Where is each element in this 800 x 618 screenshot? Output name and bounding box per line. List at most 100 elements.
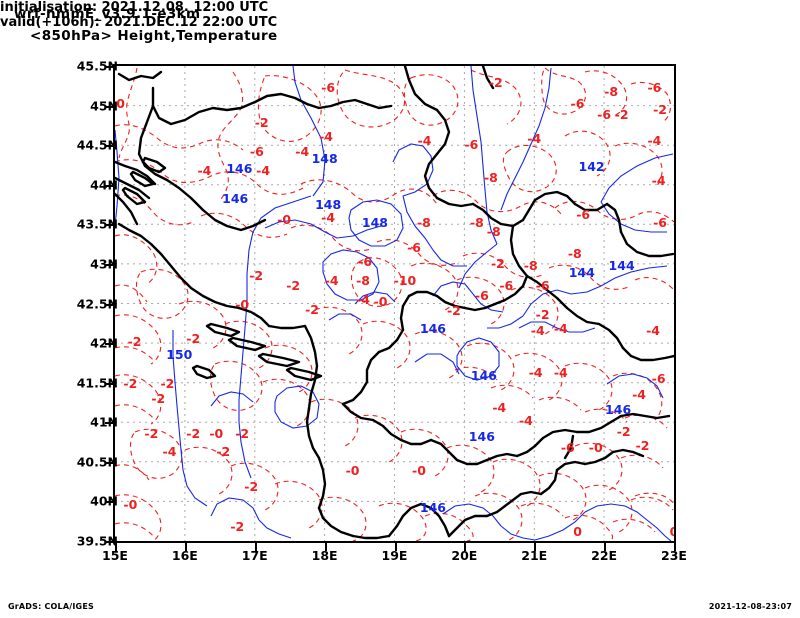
height-contour-label: 146 xyxy=(470,368,497,384)
height-contour-label: 146 xyxy=(419,499,446,515)
temperature-contour-label: -2 xyxy=(535,307,550,323)
height-contour-label: 142 xyxy=(578,159,605,175)
temperature-contour-label: -4 xyxy=(651,172,666,188)
y-axis-tick-label: 45.5N xyxy=(76,58,118,74)
temperature-contour-label: -2 xyxy=(144,425,159,441)
x-axis-tick-label: 22E xyxy=(591,548,618,563)
x-axis-tick-label: 23E xyxy=(661,548,687,563)
temperature-contour-label: -8 xyxy=(416,214,431,230)
x-axis-tick-label: 15E xyxy=(102,548,128,563)
temperature-contour-label: -6 xyxy=(535,277,550,293)
map-canvas: 0 -2 -6 -2 -8 -6 -6 -2 -2 -6 -4 -4 -4 -4 -4 -4 -6 -4 -4 -8-… xyxy=(115,66,674,541)
temperature-contour-label: -4 xyxy=(527,130,542,146)
temperature-contour-label: -4 xyxy=(324,273,339,289)
x-axis-tick-label: 21E xyxy=(521,548,548,563)
y-axis-tick-mark xyxy=(105,382,113,385)
temperature-contour-label: -4 xyxy=(356,291,370,307)
temperature-contour-label: -2 xyxy=(244,478,259,494)
temperature-contour-label: -8 xyxy=(486,224,501,239)
temperature-contour-label: -6 xyxy=(597,106,612,122)
temperature-contour-label: -4 xyxy=(647,132,662,148)
temperature-contour-label: -6 xyxy=(464,136,479,152)
y-axis-tick-label: 42.5N xyxy=(76,296,118,311)
height-contour-label: 150 xyxy=(166,346,193,362)
height-contour-label: 146 xyxy=(226,160,253,176)
temperature-contour-label: -2 xyxy=(305,301,319,317)
temperature-contour-label: -2 xyxy=(186,330,201,346)
temperature-contour-label: -6 xyxy=(560,439,575,455)
grads-credit-label: GrADS: COLA/IGES xyxy=(8,602,94,611)
temperature-contour-label: -4 xyxy=(528,364,543,380)
temperature-contour-label: -2 xyxy=(488,75,503,91)
height-contours xyxy=(115,66,674,541)
x-axis-tick-label: 17E xyxy=(241,548,268,563)
temperature-contour-label: -0 xyxy=(373,293,388,309)
temperature-contour-label: -4 xyxy=(417,132,432,148)
temperature-contour-label: -2 xyxy=(249,267,264,283)
y-axis-tick-label: 40.5N xyxy=(76,454,118,470)
height-contour-label: 146 xyxy=(468,428,495,444)
temperature-contour-label: -2 xyxy=(286,277,301,293)
y-axis-tick-mark xyxy=(105,461,113,464)
height-contour-label: 146 xyxy=(222,190,249,206)
temperature-contour-label: -2 xyxy=(254,114,269,130)
y-axis-tick-mark xyxy=(105,105,113,108)
temperature-contour-label: -2 xyxy=(151,390,166,406)
temperature-contour-label: -6 xyxy=(407,239,422,255)
x-axis-tick-label: 16E xyxy=(171,548,198,563)
coastline-borders xyxy=(115,66,674,540)
temperature-contour-label: -6 xyxy=(647,79,662,95)
x-axis-tick-label: 19E xyxy=(381,548,408,563)
height-contour-label: 148 xyxy=(311,151,338,167)
temperature-contour-label: -0 xyxy=(209,425,224,441)
temperature-contour-label: -2 xyxy=(216,444,231,460)
temperature-contour-label: 0 xyxy=(573,523,582,539)
x-axis-tick-mark xyxy=(464,543,467,551)
gridlines xyxy=(115,66,674,541)
x-axis-tick-mark xyxy=(394,543,397,551)
temperature-contour-label: -6 xyxy=(249,143,264,159)
height-contour-label: 146 xyxy=(605,402,632,418)
temperature-contour-label: -0 xyxy=(345,463,360,479)
height-contour-label: 148 xyxy=(315,196,342,212)
temperature-contour-label: -2 xyxy=(616,423,631,439)
initialisation-time-label: initialisation: 2021.12.08. 12:00 UTC xyxy=(0,0,269,15)
x-axis-tick-label: 20E xyxy=(451,548,478,563)
temperature-contour-label: -4 xyxy=(295,143,310,159)
x-axis-tick-mark xyxy=(184,543,187,551)
temperature-contour-label: -4 xyxy=(162,444,177,460)
temperature-contour-label: -0 xyxy=(123,497,138,513)
x-axis-tick-mark xyxy=(115,543,117,551)
y-axis-tick-mark xyxy=(105,303,113,306)
y-axis-tick-label: 44.5N xyxy=(76,137,118,153)
temperature-contour-label: -10 xyxy=(393,273,417,289)
temperature-contour-label: -0 xyxy=(588,439,603,455)
y-axis-tick-mark xyxy=(105,66,113,68)
temperature-contour-label: -4 xyxy=(646,322,660,338)
temperature-contour-label: -4 xyxy=(319,129,333,144)
temperature-contour-label: -2 xyxy=(653,101,667,117)
temperature-contour-label: -2 xyxy=(446,303,461,319)
temperature-contour-label: -6 xyxy=(358,254,373,270)
temperature-contour-label: -2 xyxy=(614,106,629,122)
temperature-contour-label: -6 xyxy=(499,277,514,293)
temperature-contour-label: -0 xyxy=(235,296,250,312)
temperature-contour-label: -6 xyxy=(651,370,666,386)
height-contour-label: 148 xyxy=(361,214,388,230)
temperature-contour-label: 0 xyxy=(670,525,674,538)
y-axis-tick-label: 41.5N xyxy=(76,375,118,391)
y-axis-tick-label: 41N xyxy=(90,414,118,430)
level-fields-label: <850hPa> Height,Temperature xyxy=(30,28,278,44)
y-axis-tick-mark xyxy=(105,184,113,187)
temperature-contours xyxy=(115,67,674,541)
temperature-contour-label: -8 xyxy=(356,273,370,289)
x-axis-tick-mark xyxy=(674,543,676,551)
y-axis-tick-mark xyxy=(105,541,113,543)
temperature-contour-label: -8 xyxy=(604,83,619,99)
contour-map-plot: 0 -2 -6 -2 -8 -6 -6 -2 -2 -6 -4 -4 -4 -4 -4 -4 -6 -4 -4 -8-… xyxy=(113,64,676,543)
temperature-contour-label: -2 xyxy=(235,425,250,441)
temperature-contour-label: -4 xyxy=(492,399,507,415)
x-axis-tick-mark xyxy=(534,543,537,551)
y-axis-tick-label: 42N xyxy=(90,335,118,351)
x-axis-tick-mark xyxy=(324,543,327,551)
